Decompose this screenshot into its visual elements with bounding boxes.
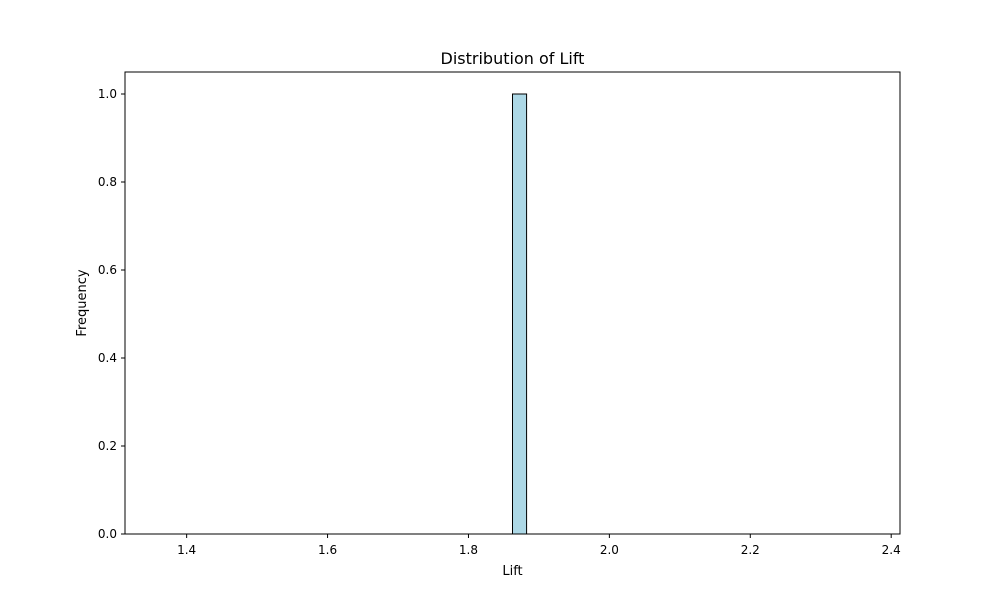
chart-title: Distribution of Lift (441, 49, 585, 68)
y-tick-label: 0.4 (98, 351, 117, 365)
y-tick-label: 0.2 (98, 439, 117, 453)
x-tick-label: 2.2 (741, 543, 760, 557)
x-tick-label: 1.8 (459, 543, 478, 557)
x-tick-label: 1.4 (177, 543, 196, 557)
y-tick-label: 0.0 (98, 527, 117, 541)
x-tick-label: 1.6 (318, 543, 337, 557)
bars-layer (512, 93, 528, 535)
x-axis-label: Lift (502, 564, 522, 579)
y-tick-label: 1.0 (98, 87, 117, 101)
x-tick-label: 2.4 (882, 543, 901, 557)
y-tick-label: 0.6 (98, 263, 117, 277)
y-axis-ticks: 0.0 0.2 0.4 0.6 0.8 1.0 (98, 87, 125, 541)
y-tick-label: 0.8 (98, 175, 117, 189)
histogram-bar (512, 93, 528, 535)
y-axis-label: Frequency (75, 269, 90, 336)
plot-area-frame (124, 71, 901, 535)
x-axis-ticks: 1.4 1.6 1.8 2.0 2.2 2.4 (177, 534, 901, 557)
x-tick-label: 2.0 (600, 543, 619, 557)
